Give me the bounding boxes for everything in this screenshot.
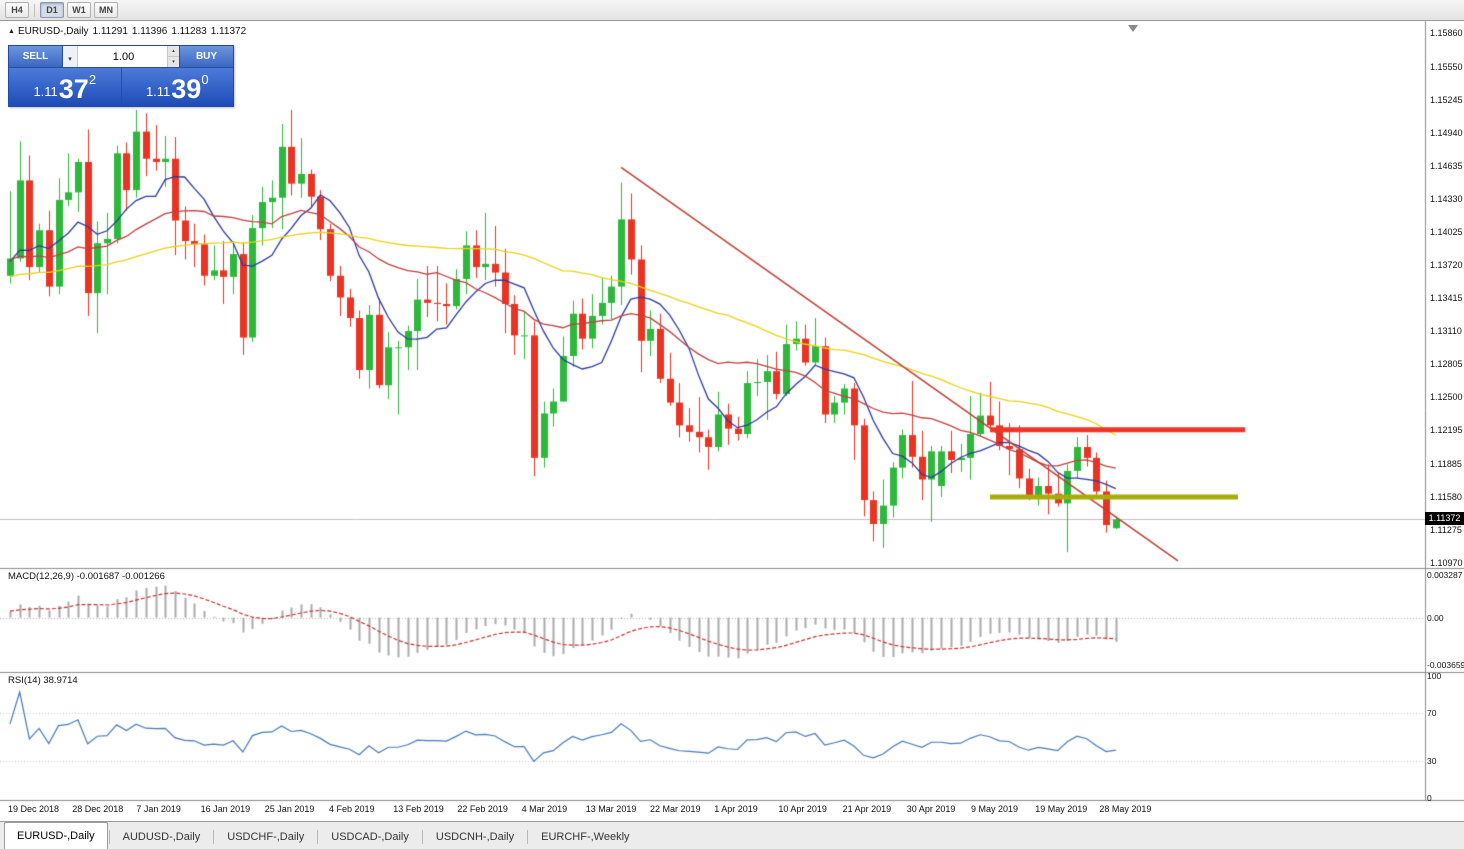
volume-field: ▴ ▾ xyxy=(78,46,179,67)
timeframe-button-d1[interactable]: D1 xyxy=(40,2,64,18)
current-price-tag: 1.11372 xyxy=(1425,512,1464,525)
trade-panel-controls: SELL ▾ ▴ ▾ BUY xyxy=(9,46,233,67)
tab-separator xyxy=(317,830,319,844)
volume-preset-dropdown[interactable]: ▾ xyxy=(63,46,78,67)
volume-input[interactable] xyxy=(78,46,179,67)
chart-tab-audusd-daily[interactable]: AUDUSD-,Daily xyxy=(122,831,201,843)
one-click-trading-panel: SELL ▾ ▴ ▾ BUY 1.11 37 2 1.11 39 0 xyxy=(8,45,234,107)
chart-tab-usdcad-daily[interactable]: USDCAD-,Daily xyxy=(331,831,409,843)
timeframe-button-h4[interactable]: H4 xyxy=(5,2,29,18)
timeframe-button-mn[interactable]: MN xyxy=(94,2,118,18)
macd-indicator-label: MACD(12,26,9) -0.001687 -0.001266 xyxy=(8,571,165,582)
chart-title-symbol: EURUSD-,Daily xyxy=(17,26,89,37)
buy-price-display[interactable]: 1.11 39 0 xyxy=(121,68,233,106)
volume-spinner-down[interactable]: ▾ xyxy=(167,57,179,67)
rsi-indicator-label: RSI(14) 38.9714 xyxy=(8,675,78,686)
chart-tabs-bar: EURUSD-,Daily AUDUSD-,Daily USDCHF-,Dail… xyxy=(0,821,1464,849)
volume-spinner: ▴ ▾ xyxy=(167,46,179,67)
spinner-down-icon: ▾ xyxy=(172,59,175,65)
symbol-marker-icon: ▲ xyxy=(8,28,15,35)
chart-title-low: 1.11283 xyxy=(171,26,207,37)
buy-price-prefix: 1.11 xyxy=(145,84,171,99)
buy-price-point: 0 xyxy=(201,72,209,87)
sell-price-prefix: 1.11 xyxy=(33,84,58,99)
trade-panel-prices: 1.11 37 2 1.11 39 0 xyxy=(9,67,233,106)
sell-price-pips: 37 xyxy=(58,74,89,104)
chart-tab-eurchf-weekly[interactable]: EURCHF-,Weekly xyxy=(541,831,630,843)
sell-price-point: 2 xyxy=(88,72,97,87)
sell-button[interactable]: SELL xyxy=(9,46,63,67)
buy-price-pips: 39 xyxy=(171,74,202,104)
volume-spinner-up[interactable]: ▴ xyxy=(167,46,179,57)
tab-separator xyxy=(527,830,529,844)
sell-price-display[interactable]: 1.11 37 2 xyxy=(9,68,122,106)
tab-separator xyxy=(213,830,215,844)
dropdown-arrow-icon: ▾ xyxy=(68,56,72,63)
chart-tab-usdchf-daily[interactable]: USDCHF-,Daily xyxy=(227,831,305,843)
buy-button[interactable]: BUY xyxy=(179,46,233,67)
chart-title-close: 1.11372 xyxy=(210,26,247,37)
toolbar-separator xyxy=(34,3,35,17)
spinner-up-icon: ▴ xyxy=(172,48,175,54)
chart-tab-usdcnh-daily[interactable]: USDCNH-,Daily xyxy=(435,831,515,843)
timeframe-button-w1[interactable]: W1 xyxy=(67,2,91,18)
tab-separator xyxy=(108,830,110,844)
chart-tab-eurusd-daily[interactable]: EURUSD-,Daily xyxy=(4,822,108,849)
timeframe-toolbar: H4 D1 W1 MN xyxy=(0,0,1464,21)
chart-title: ▲ EURUSD-,Daily 1.11291 1.11396 1.11283 1.113… xyxy=(8,26,250,37)
tab-separator xyxy=(421,830,423,844)
chart-title-open: 1.11291 xyxy=(92,26,128,37)
chart-title-high: 1.11396 xyxy=(131,26,168,37)
chart-shift-marker-icon[interactable] xyxy=(1128,25,1138,32)
